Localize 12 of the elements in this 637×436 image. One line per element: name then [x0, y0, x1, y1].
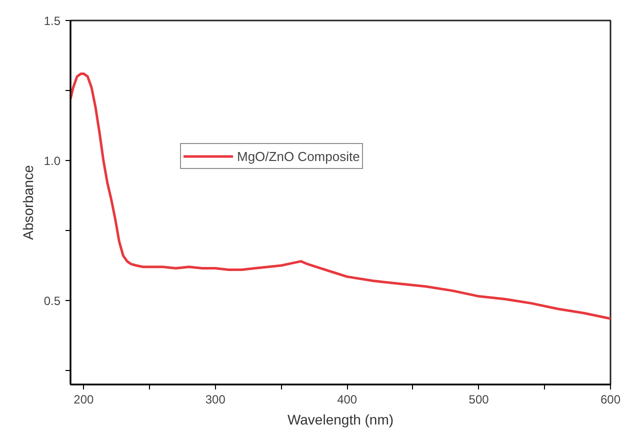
- x-tick-label: 200: [74, 392, 94, 406]
- y-tick-label: 1.5: [44, 14, 61, 28]
- x-tick-label: 400: [337, 392, 358, 406]
- legend-label: MgO/ZnO Composite: [237, 148, 360, 164]
- x-tick-label: 600: [600, 392, 621, 406]
- x-tick-label: 500: [468, 392, 490, 406]
- x-axis-title: Wavelength (nm): [287, 412, 394, 428]
- y-axis-title: Absorbance: [20, 164, 36, 240]
- line-series: [70, 72, 610, 320]
- y-tick-label: 0.5: [44, 294, 61, 308]
- x-tick-label: 300: [205, 392, 226, 406]
- y-tick-label: 1.0: [44, 154, 61, 168]
